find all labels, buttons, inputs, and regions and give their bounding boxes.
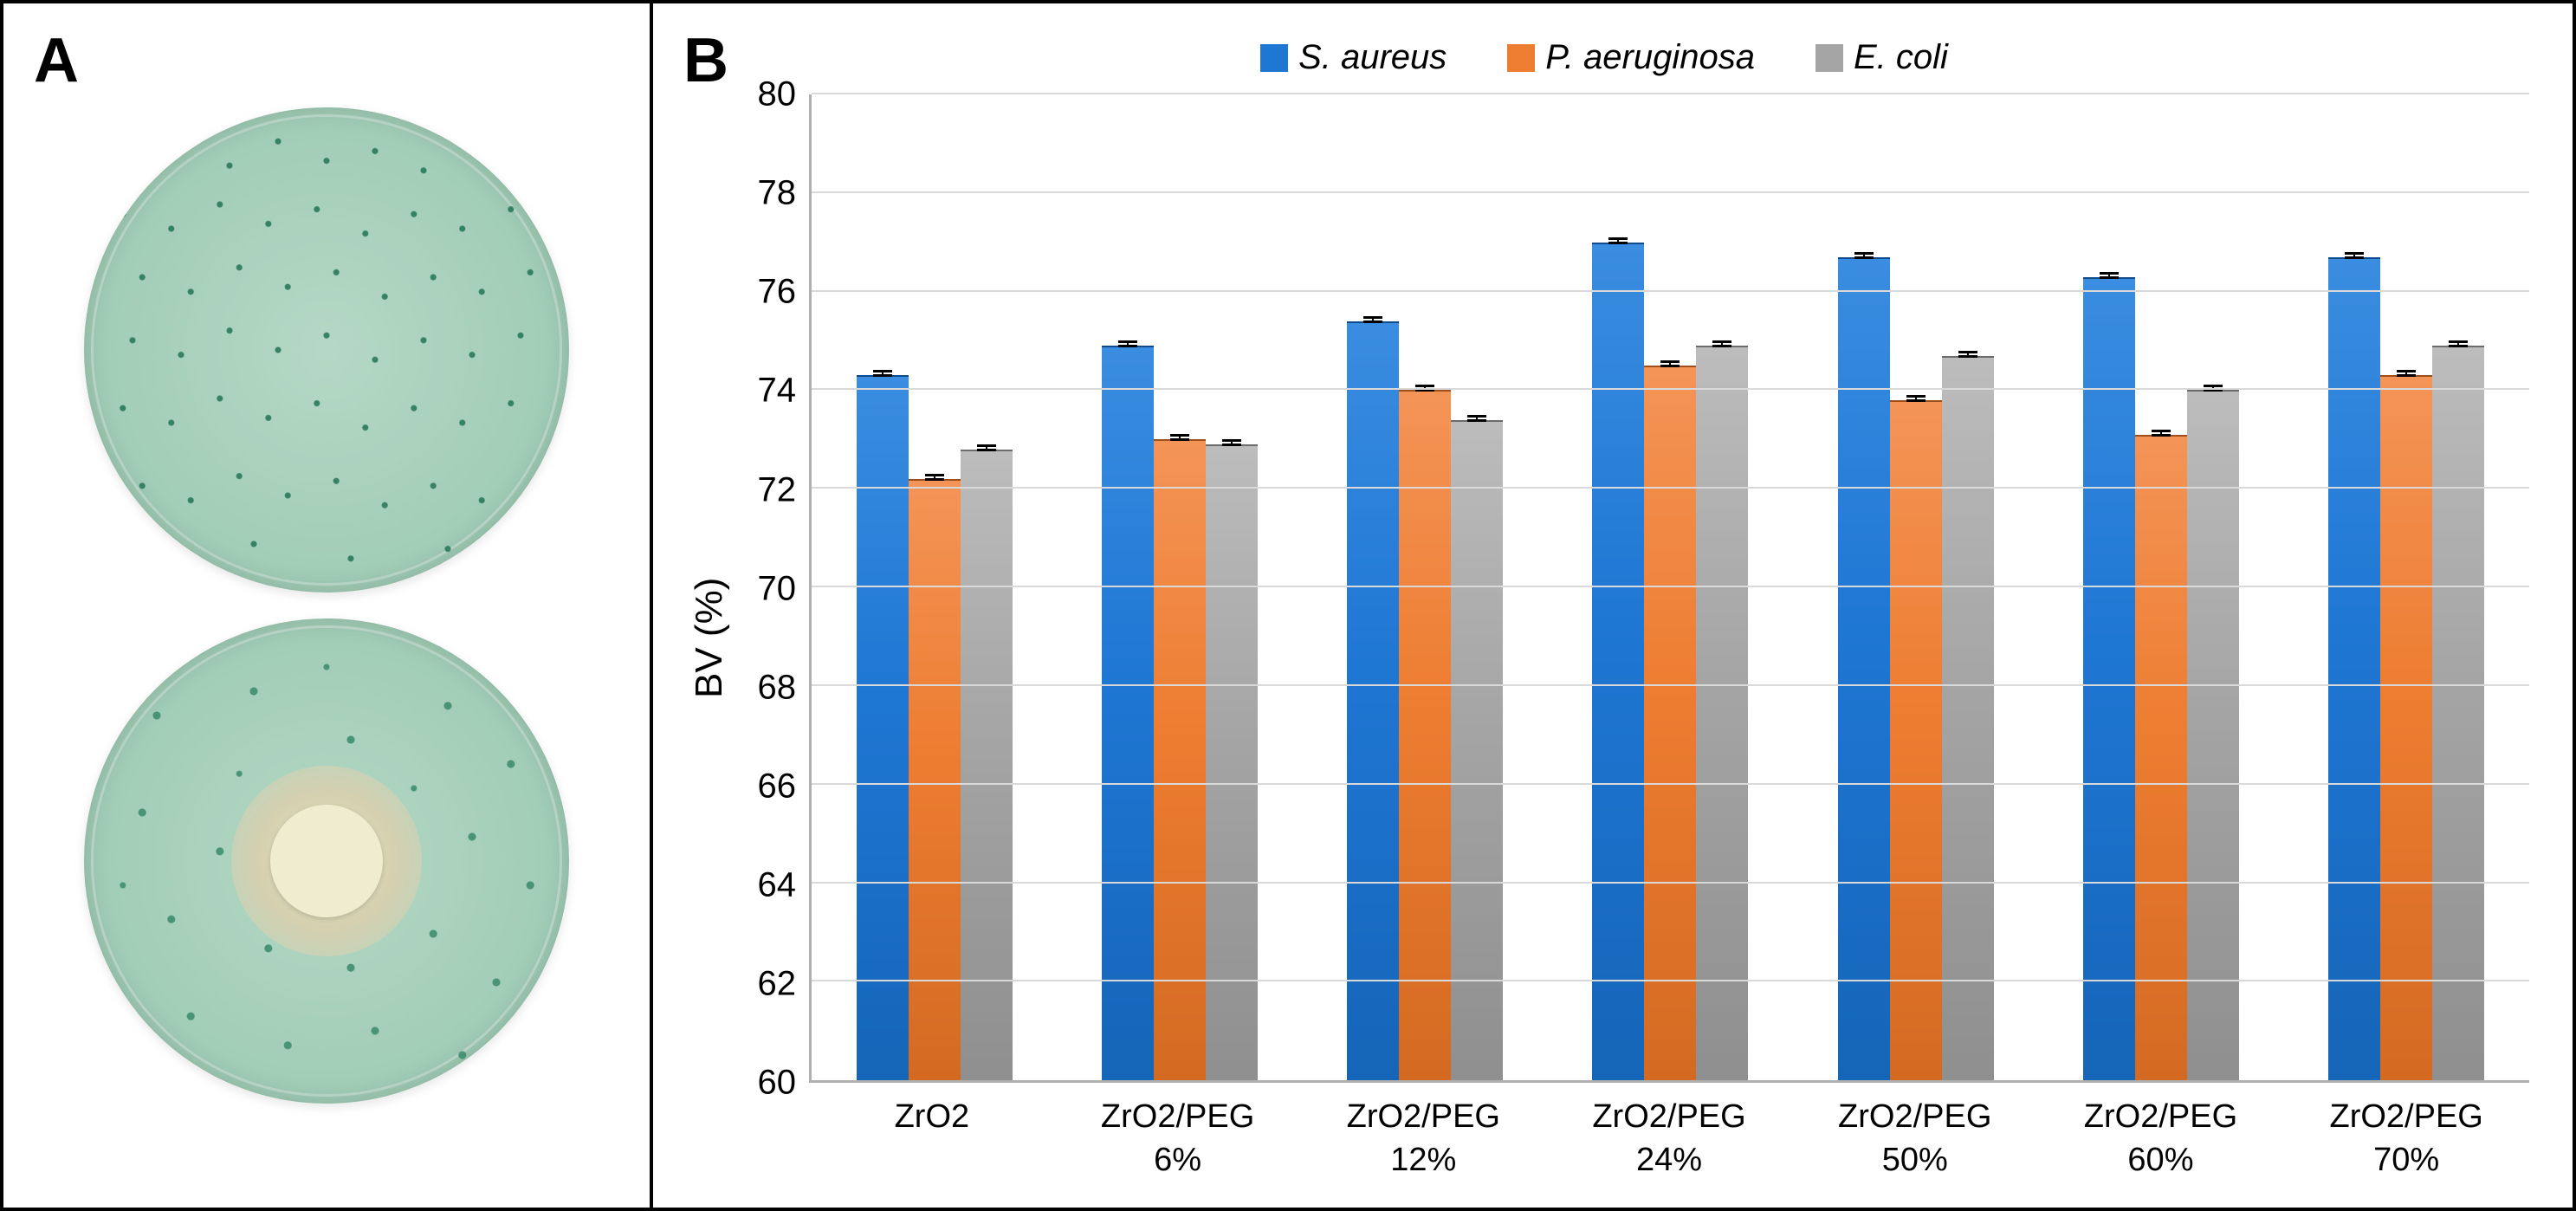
error-bar xyxy=(2100,272,2119,279)
y-tick: 78 xyxy=(758,174,797,213)
x-tick-label: ZrO2/PEG60% xyxy=(2038,1083,2284,1182)
panel-b: B S. aureus P. aeruginosa E. coli BV (%) 6… xyxy=(653,3,2573,1208)
bar-group xyxy=(1793,94,2038,1080)
y-tick: 74 xyxy=(758,372,797,411)
legend-color-box xyxy=(1507,44,1535,72)
bar-group xyxy=(2038,94,2283,1080)
legend-color-box xyxy=(1260,44,1288,72)
y-tick: 70 xyxy=(758,569,797,608)
chart-legend: S. aureus P. aeruginosa E. coli xyxy=(679,38,2529,77)
gridline xyxy=(812,586,2529,587)
bar-group xyxy=(1303,94,1548,1080)
panel-a: A xyxy=(3,3,653,1208)
error-bar xyxy=(1712,340,1731,347)
x-tick-label: ZrO2/PEG12% xyxy=(1300,1083,1546,1182)
y-tick: 80 xyxy=(758,75,797,114)
petri-dish-control xyxy=(84,107,569,593)
y-axis-ticks: 6062646668707274767880 xyxy=(740,94,809,1083)
bar xyxy=(2083,277,2135,1081)
y-tick: 68 xyxy=(758,668,797,707)
error-bar xyxy=(2152,430,2171,437)
bar xyxy=(1696,346,1748,1080)
y-tick: 64 xyxy=(758,865,797,904)
error-bar xyxy=(1118,340,1137,347)
bar xyxy=(1592,243,1644,1080)
bar xyxy=(1102,346,1154,1080)
x-tick-label: ZrO2/PEG70% xyxy=(2283,1083,2529,1182)
x-axis-labels: ZrO2ZrO2/PEG6%ZrO2/PEG12%ZrO2/PEG24%ZrO2… xyxy=(809,1083,2529,1182)
gridline xyxy=(812,980,2529,981)
bar-group xyxy=(1057,94,1302,1080)
gridline xyxy=(812,882,2529,884)
x-tick-label: ZrO2 xyxy=(809,1083,1055,1182)
error-bar xyxy=(2345,252,2364,259)
petri-dish-treated xyxy=(84,618,569,1104)
y-tick: 62 xyxy=(758,965,797,1004)
bar xyxy=(857,375,909,1080)
y-axis-label: BV (%) xyxy=(679,94,740,1182)
bar xyxy=(2432,346,2484,1080)
bar xyxy=(2380,375,2432,1080)
bar xyxy=(1154,439,1206,1080)
error-bar xyxy=(873,370,892,377)
bar xyxy=(961,450,1013,1080)
bar-group xyxy=(2284,94,2529,1080)
x-tick-label: ZrO2/PEG50% xyxy=(1792,1083,2038,1182)
y-tick: 76 xyxy=(758,273,797,312)
error-bar xyxy=(977,444,996,451)
error-bar xyxy=(1608,237,1628,244)
gridline xyxy=(812,191,2529,193)
bar xyxy=(1347,321,1399,1080)
bar xyxy=(909,479,961,1080)
bar xyxy=(1890,400,1942,1080)
legend-label: S. aureus xyxy=(1298,38,1447,77)
panel-b-label: B xyxy=(683,25,728,96)
bar-group xyxy=(1548,94,1793,1080)
bar xyxy=(1206,444,1258,1080)
error-bar xyxy=(2449,340,2468,347)
bar xyxy=(1838,257,1890,1080)
x-tick-label: ZrO2/PEG6% xyxy=(1055,1083,1301,1182)
bar xyxy=(2135,435,2187,1081)
bar xyxy=(2328,257,2380,1080)
error-bar xyxy=(1958,351,1977,358)
y-tick: 72 xyxy=(758,470,797,509)
gridline xyxy=(812,388,2529,390)
bar xyxy=(1644,366,1696,1080)
error-bar xyxy=(1363,316,1382,323)
bars-container xyxy=(812,94,2529,1080)
panel-a-label: A xyxy=(34,25,79,96)
y-tick: 60 xyxy=(758,1064,797,1103)
gridline xyxy=(812,487,2529,489)
chart: BV (%) 6062646668707274767880 ZrO2ZrO2/P… xyxy=(679,94,2529,1182)
plot-area xyxy=(809,94,2529,1083)
bar xyxy=(1942,356,1994,1081)
legend-item: E. coli xyxy=(1815,38,1948,77)
error-bar xyxy=(925,474,944,481)
error-bar xyxy=(1660,360,1680,367)
legend-label: E. coli xyxy=(1854,38,1948,77)
bar xyxy=(2187,390,2239,1080)
x-tick-label: ZrO2/PEG24% xyxy=(1546,1083,1792,1182)
bar-group xyxy=(812,94,1057,1080)
legend-item: S. aureus xyxy=(1260,38,1447,77)
gridline xyxy=(812,684,2529,686)
gridline xyxy=(812,93,2529,94)
gridline xyxy=(812,290,2529,292)
antimicrobial-disc xyxy=(270,805,383,917)
y-tick: 66 xyxy=(758,767,797,806)
error-bar xyxy=(1467,415,1486,422)
gridline xyxy=(812,783,2529,785)
legend-item: P. aeruginosa xyxy=(1507,38,1755,77)
error-bar xyxy=(1906,395,1926,402)
error-bar xyxy=(1854,252,1874,259)
error-bar xyxy=(1170,434,1189,441)
error-bar xyxy=(1222,439,1241,446)
error-bar xyxy=(2397,370,2416,377)
bar xyxy=(1399,390,1451,1080)
legend-label: P. aeruginosa xyxy=(1545,38,1755,77)
legend-color-box xyxy=(1815,44,1843,72)
